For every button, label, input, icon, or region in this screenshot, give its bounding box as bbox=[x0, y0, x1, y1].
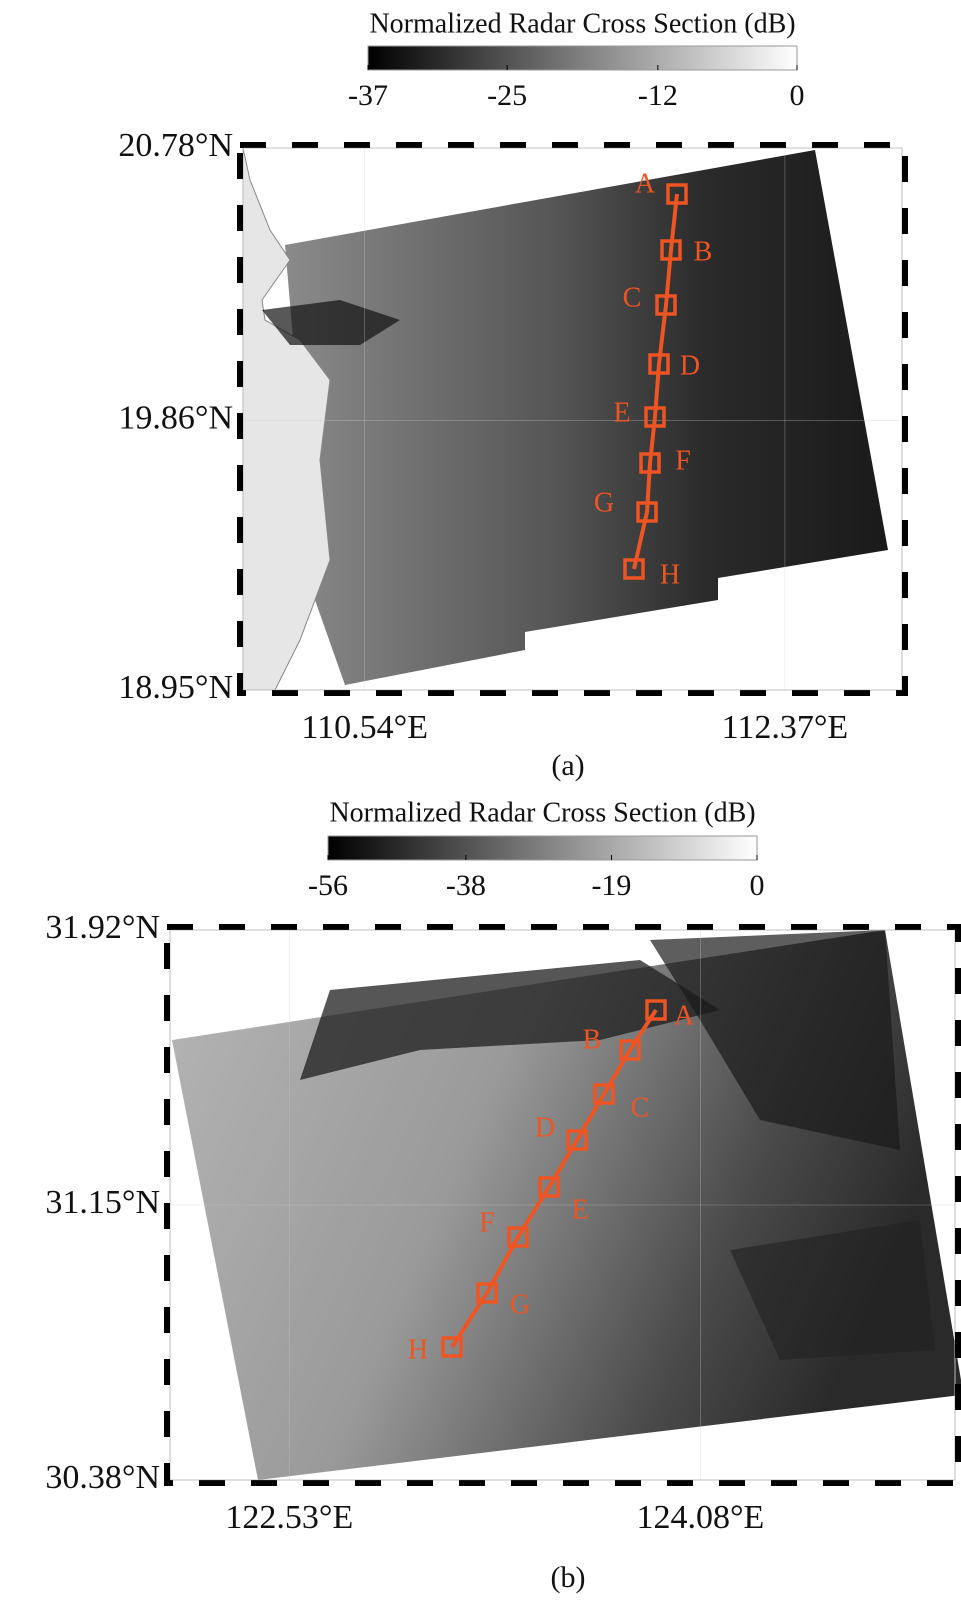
station-label: E bbox=[613, 397, 630, 428]
colorbar-tick-label: -56 bbox=[308, 869, 348, 902]
colorbar bbox=[367, 45, 798, 71]
station-label: F bbox=[479, 1207, 495, 1238]
station-marker bbox=[566, 1129, 588, 1151]
station-label: E bbox=[571, 1194, 588, 1225]
station-marker bbox=[476, 1282, 498, 1304]
station-label: G bbox=[510, 1289, 530, 1320]
lat-label: 30.38°N bbox=[45, 1459, 160, 1496]
lon-label: 122.53°E bbox=[225, 1499, 353, 1536]
station-label: F bbox=[675, 445, 691, 476]
station-marker bbox=[655, 294, 677, 316]
station-marker bbox=[636, 501, 658, 523]
colorbar-tick-label: 0 bbox=[790, 79, 805, 112]
lat-label: 18.95°N bbox=[118, 669, 233, 706]
colorbar bbox=[327, 835, 758, 861]
station-label: B bbox=[694, 236, 713, 267]
colorbar-tick-label: 0 bbox=[750, 869, 765, 902]
station-marker bbox=[623, 558, 645, 580]
station-label: D bbox=[680, 350, 700, 381]
colorbar-tick-label: -25 bbox=[487, 79, 527, 112]
colorbar-title: Normalized Radar Cross Section (dB) bbox=[329, 797, 755, 828]
colorbar-title: Normalized Radar Cross Section (dB) bbox=[369, 8, 795, 39]
station-marker bbox=[648, 353, 670, 375]
lat-label: 31.15°N bbox=[45, 1184, 160, 1221]
station-label: A bbox=[635, 168, 656, 199]
station-label: H bbox=[660, 559, 680, 590]
map-frame-border bbox=[164, 924, 961, 1486]
station-marker bbox=[441, 1336, 463, 1358]
map-frame-border bbox=[237, 142, 908, 696]
lat-label: 19.86°N bbox=[118, 399, 233, 436]
lat-label: 31.92°N bbox=[45, 909, 160, 946]
colorbar-tick-label: -37 bbox=[348, 79, 388, 112]
station-label: G bbox=[594, 487, 614, 518]
colorbar-tick-label: -12 bbox=[638, 79, 678, 112]
station-label: D bbox=[535, 1112, 555, 1143]
lon-label: 124.08°E bbox=[636, 1499, 764, 1536]
colorbar-tick-label: -38 bbox=[446, 869, 486, 902]
lon-label: 112.37°E bbox=[722, 709, 849, 746]
station-label: H bbox=[408, 1334, 428, 1365]
station-marker bbox=[666, 183, 688, 205]
station-label: A bbox=[674, 1000, 695, 1031]
station-marker bbox=[660, 239, 682, 261]
station-marker bbox=[538, 1176, 560, 1198]
station-label: B bbox=[583, 1024, 602, 1055]
panel-caption: (a) bbox=[551, 749, 584, 782]
station-marker bbox=[619, 1039, 641, 1061]
station-marker bbox=[593, 1083, 615, 1105]
station-marker bbox=[639, 452, 661, 474]
station-marker bbox=[507, 1226, 529, 1248]
station-label: C bbox=[623, 282, 642, 313]
station-label: C bbox=[631, 1092, 650, 1123]
colorbar-tick-label: -19 bbox=[591, 869, 631, 902]
panel-caption: (b) bbox=[551, 1561, 586, 1594]
lat-label: 20.78°N bbox=[118, 127, 233, 164]
sar-image-a bbox=[242, 147, 902, 691]
station-marker bbox=[645, 999, 667, 1021]
lon-label: 110.54°E bbox=[301, 709, 428, 746]
station-marker bbox=[644, 406, 666, 428]
